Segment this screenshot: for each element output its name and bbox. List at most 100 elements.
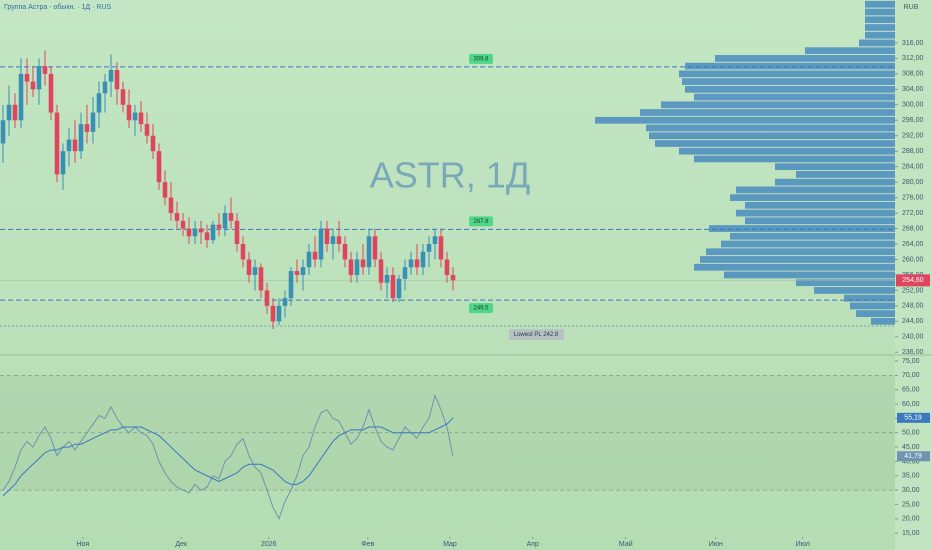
volume-profile-bar [796, 279, 895, 287]
candle-body [426, 244, 432, 252]
candle-body [396, 278, 402, 299]
candle-body [348, 259, 354, 275]
y-tick-label: 280,00 [902, 179, 924, 186]
candle-body [180, 220, 186, 229]
volume-profile-bar [745, 201, 895, 209]
candle-body [84, 124, 90, 132]
candle-body [0, 120, 6, 144]
volume-profile-bar [745, 217, 895, 225]
candle-body [276, 305, 282, 322]
candle-body [36, 66, 42, 90]
volume-profile-bar [700, 256, 895, 263]
candle-body [6, 104, 12, 121]
volume-profile-bar [850, 302, 895, 310]
y-tick-label: 316,00 [902, 40, 924, 47]
currency: RUB [904, 4, 919, 11]
y-tick-label: 288,00 [902, 148, 924, 155]
candle-body [150, 135, 156, 152]
candle-body [132, 112, 138, 121]
y-tick-label: 272,00 [902, 210, 924, 217]
volume-profile-bar [865, 0, 895, 8]
volume-profile-bar [679, 147, 895, 155]
candle-body [252, 267, 258, 275]
y-tick-label: 312,00 [902, 55, 924, 62]
candle-body [288, 271, 294, 299]
volume-profile-bar [709, 225, 895, 232]
volume-profile-bar [796, 171, 895, 178]
x-tick-label: Фев [361, 541, 374, 548]
candle-body [324, 228, 330, 245]
candle-body [408, 259, 414, 268]
rsi-line [2, 417, 454, 497]
y-tick-label: 268,00 [902, 225, 924, 232]
rsi-last-label: 41,79 [904, 453, 922, 460]
candle-body [354, 259, 360, 275]
y-tick-label: 292,00 [902, 133, 924, 140]
rsi-last-box [897, 412, 930, 423]
y-tick-label: 240,00 [902, 334, 924, 341]
y-tick-label: 264,00 [902, 241, 924, 248]
volume-profile-bar [694, 155, 895, 163]
volume-profile-bar [865, 31, 895, 39]
y-tick-label: 260,00 [902, 256, 924, 263]
y-tick-label: 20,00 [902, 516, 920, 523]
candle-body [258, 267, 264, 291]
y-tick-label: 65,00 [902, 387, 920, 394]
candle-body [228, 213, 234, 221]
y-tick-label: 70,00 [902, 372, 920, 379]
y-tick-label: 236,00 [902, 349, 924, 356]
rsi-last-label: 55,19 [904, 415, 922, 422]
candle-body [240, 244, 246, 260]
x-tick-label: Дек [175, 541, 188, 548]
candle-body [144, 124, 150, 136]
candle-body [360, 259, 366, 268]
volume-profile-bar [730, 194, 895, 201]
volume-profile-bar [775, 178, 895, 186]
candle-body [402, 267, 408, 279]
volume-profile-bar [685, 62, 895, 70]
volume-profile-bar [685, 85, 895, 93]
y-tick-label: 304,00 [902, 86, 924, 93]
candle-body [90, 112, 96, 132]
candle-body [18, 73, 24, 121]
volume-profile-bar [649, 132, 895, 140]
candle-body [378, 259, 384, 283]
candle-body [444, 259, 450, 275]
candle-body [432, 236, 438, 245]
x-tick-label: Май [619, 540, 633, 548]
candle-body [204, 232, 210, 241]
y-tick-label: 248,00 [902, 303, 924, 310]
volume-profile-bar [865, 8, 895, 16]
y-tick-label: 25,00 [902, 501, 920, 508]
candle-body [126, 104, 132, 121]
level-label: 249.5 [473, 306, 489, 312]
lowest-label-box [509, 329, 564, 340]
volume-profile-bar [856, 310, 895, 317]
candle-body [222, 213, 228, 229]
candle-body [66, 139, 72, 152]
candle-body [12, 104, 18, 121]
volume-profile-bar [640, 109, 895, 116]
x-tick-label: 2026 [261, 541, 277, 548]
volume-profile-bar [730, 232, 895, 240]
level-label: 267.8 [473, 219, 489, 225]
candle-body [438, 236, 444, 260]
candle-body [162, 182, 168, 198]
candle-body [282, 298, 288, 306]
volume-profile-bar [679, 70, 895, 78]
volume-profile-bar [859, 39, 895, 47]
last-price-label: 254,60 [902, 277, 924, 284]
x-tick-label: Ноя [76, 541, 89, 548]
candle-body [312, 251, 318, 260]
candle-body [300, 267, 306, 275]
candle-body [270, 305, 276, 322]
y-tick-label: 296,00 [902, 117, 924, 124]
y-tick-label: 50,00 [902, 430, 920, 437]
volume-profile-bar [805, 47, 895, 55]
candle-body [138, 112, 144, 125]
candle-body [54, 112, 60, 175]
candle-body [120, 89, 126, 105]
candle-body [102, 81, 108, 94]
candle-body [168, 197, 174, 214]
candle-body [372, 236, 378, 260]
